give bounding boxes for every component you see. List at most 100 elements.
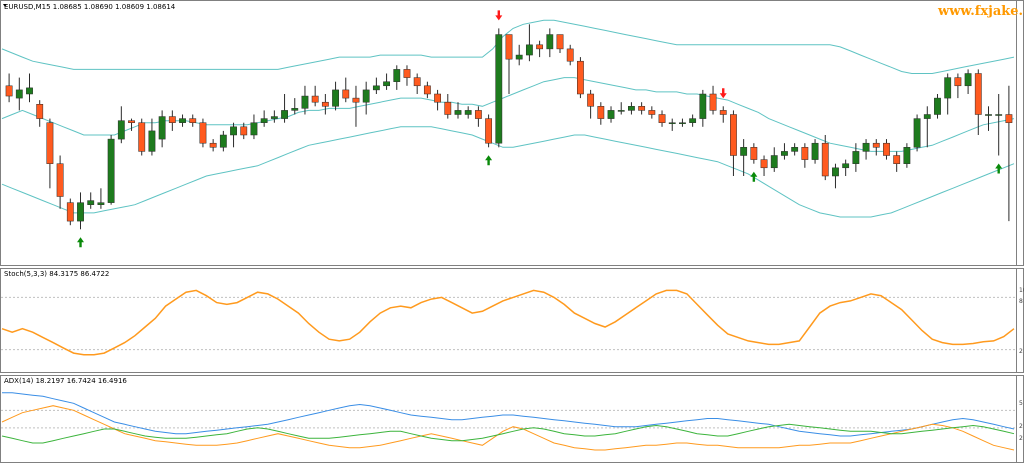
stoch-scale-tick: 2 [1019,348,1023,355]
bearish-candle [730,114,737,156]
bearish-candle [66,202,74,222]
bullish-candle [230,126,237,136]
stochastic-panel [1,289,1016,356]
bearish-candle [658,114,666,123]
bearish-candle [413,77,421,87]
bullish-candle [985,114,992,116]
bullish-candle [913,118,921,148]
bullish-candle [179,118,186,123]
bearish-candle [648,110,656,115]
bullish-candle [464,110,472,115]
bullish-candle [372,85,380,91]
bearish-candle [321,101,329,107]
bearish-candle [199,122,207,144]
bullish-candle [811,142,819,160]
bullish-candle [260,118,268,123]
bearish-candle [505,34,513,60]
buy-arrow-icon [77,237,85,248]
bearish-candle [240,126,248,136]
bullish-candle [699,93,707,119]
bullish-candle [291,108,299,111]
bearish-candle [56,163,64,197]
adx-scale-tick: 5 [1019,400,1023,407]
bullish-candle [842,163,850,169]
bullish-candle [923,114,931,119]
bearish-candle [821,142,829,177]
adx-scale-tick: 2 [1019,435,1023,442]
series-line-1 [1,405,1015,451]
adx-scale-tick: 2 [1019,423,1023,430]
bearish-candle [893,155,901,164]
bearish-candle [36,104,44,119]
sell-arrow-icon [495,10,503,21]
bearish-candle [423,85,431,95]
bullish-candle [454,110,462,115]
bullish-candle [15,89,23,99]
bearish-candle [883,142,890,156]
bearish-candle [444,101,452,115]
watermark-text: www.fxjake.com [937,4,1024,19]
bullish-candle [87,200,95,205]
bullish-candle [944,77,952,99]
bullish-candle [832,167,839,177]
bullish-candle [781,151,788,156]
bearish-candle [189,118,197,123]
panel-border [0,375,1024,463]
bullish-candle [26,87,33,95]
bullish-candle [362,89,370,103]
bullish-candle [383,81,390,87]
stoch-scale-tick: 8 [1019,298,1023,305]
bearish-candle [760,159,768,169]
bearish-candle [434,93,441,103]
stoch-scale-tick: 10 [1019,287,1024,294]
bearish-candle [485,118,493,144]
buy-arrow-icon [995,163,1003,174]
bullish-candle [525,44,533,56]
bullish-candle [250,122,258,136]
bearish-candle [352,97,360,103]
series-line-2 [1,423,1015,444]
bearish-candle [128,120,135,123]
bearish-candle [974,73,982,115]
bearish-candle [872,142,880,148]
bearish-candle [750,147,758,160]
bearish-candle [587,93,595,107]
bullish-candle [158,116,166,140]
bearish-candle [597,106,605,119]
bullish-candle [617,110,625,112]
bullish-candle [77,202,84,222]
bearish-candle [168,116,176,123]
bearish-candle [474,110,482,119]
bearish-candle [1005,114,1013,123]
bullish-candle [791,147,799,152]
bullish-candle [301,95,309,109]
bullish-candle [668,122,676,124]
bullish-candle [219,134,227,148]
bullish-candle [393,69,401,82]
bullish-candle [628,106,635,111]
bearish-candle [954,77,962,87]
price-panel [1,10,1015,248]
bearish-candle [46,122,54,164]
series-line-0 [1,289,1015,356]
bearish-candle [566,48,574,62]
bollinger-upper-line [1,19,1015,74]
panel-border [0,268,1024,373]
bearish-candle [638,106,646,111]
bearish-candle [342,89,350,99]
bullish-candle [148,130,156,152]
bearish-candle [801,147,809,160]
bullish-candle [607,110,615,119]
bullish-candle [862,142,870,152]
adx-panel [1,392,1016,451]
bullish-candle [117,120,125,140]
bearish-candle [311,95,319,103]
bollinger-lower-line [1,126,1015,218]
bullish-candle [107,138,115,203]
bearish-candle [5,85,13,97]
series-line-0 [2,392,1015,437]
bullish-candle [995,114,1003,116]
bullish-candle [689,118,697,123]
